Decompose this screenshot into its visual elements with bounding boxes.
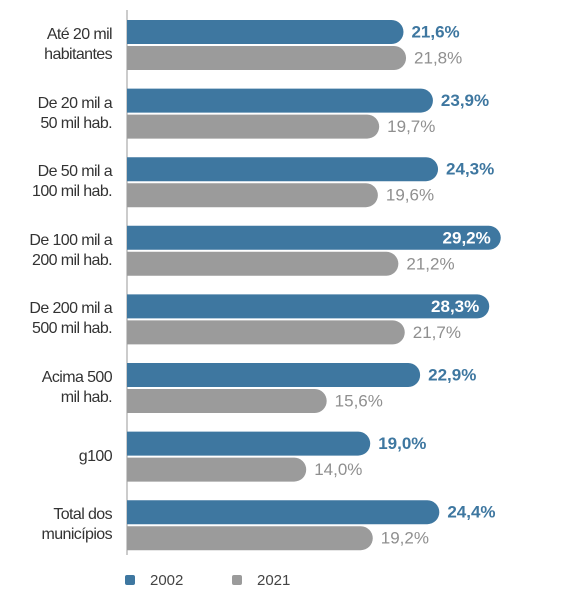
bar — [127, 114, 380, 139]
value-label: 19,6% — [386, 186, 434, 205]
value-label: 24,4% — [447, 503, 495, 522]
legend-label: 2002 — [150, 572, 183, 589]
value-label: 22,9% — [428, 365, 476, 384]
bar — [127, 225, 501, 250]
category-label: De 50 mil a 100 mil hab. — [32, 163, 113, 201]
value-label: 24,3% — [446, 160, 494, 179]
value-label: 19,2% — [381, 529, 429, 548]
category-label: Total dos municípios — [41, 506, 113, 544]
legend-swatch — [232, 575, 242, 585]
value-label: 19,0% — [378, 434, 426, 453]
value-label: 28,3% — [431, 297, 479, 316]
bar — [127, 20, 404, 44]
category-label: g100 — [78, 447, 113, 465]
value-label: 21,6% — [411, 22, 459, 41]
value-label: 21,7% — [413, 323, 461, 342]
value-label: 19,7% — [387, 117, 435, 136]
bar — [127, 46, 407, 70]
value-label: 14,0% — [314, 460, 362, 479]
value-label: 15,6% — [335, 391, 383, 410]
value-label: 21,2% — [406, 254, 454, 273]
bar — [127, 294, 490, 319]
bar — [127, 320, 405, 345]
category-label: De 100 mil a 200 mil hab. — [29, 231, 112, 269]
category-label: De 200 mil a 500 mil hab. — [29, 300, 112, 338]
legend-label: 2021 — [257, 572, 290, 589]
bar — [127, 389, 327, 413]
value-label: 21,8% — [414, 48, 462, 67]
bar — [127, 431, 371, 456]
bar — [127, 88, 433, 113]
value-label: 29,2% — [443, 228, 491, 247]
category-label: De 20 mil a 50 mil hab. — [37, 94, 113, 132]
legend-swatch — [125, 575, 135, 585]
bar — [127, 183, 378, 208]
bar — [127, 251, 399, 276]
category-label: Acima 500 mil hab. — [41, 369, 113, 406]
category-label: Até 20 mil habitantes — [44, 26, 112, 63]
value-label: 23,9% — [441, 91, 489, 110]
bar — [127, 157, 439, 182]
bar — [127, 526, 373, 551]
bar — [127, 457, 307, 482]
bar — [127, 363, 421, 387]
bar — [127, 500, 440, 525]
